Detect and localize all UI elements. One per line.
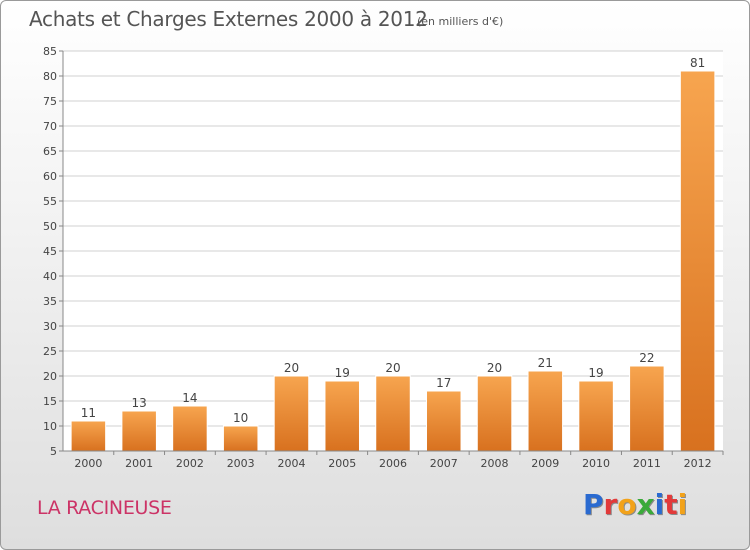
x-tick-label-2009: 2009 [531,457,559,470]
bar-2012 [679,70,716,452]
value-label-2007: 17 [436,376,451,390]
y-tick-label: 80 [43,70,57,83]
value-label-2004: 20 [284,361,299,375]
value-label-2005: 19 [335,366,350,380]
proxiti-logo: Proxiti [583,488,687,521]
value-label-2010: 19 [588,366,603,380]
axes [59,50,724,455]
logo-letter: x [636,488,655,521]
value-label-2000: 11 [81,406,96,420]
logo-letter: i [677,488,688,521]
bar-2001 [121,410,157,452]
value-label-2003: 10 [233,411,248,425]
chart-title: Achats et Charges Externes 2000 à 2012 [29,7,428,31]
x-tick-label-2005: 2005 [328,457,356,470]
logo-letter: i [654,488,665,521]
x-tick-label-2002: 2002 [176,457,204,470]
y-tick-label: 50 [43,220,57,233]
bar-2002 [172,405,208,452]
x-tick-label-2010: 2010 [582,457,610,470]
x-tick-label-2000: 2000 [74,457,102,470]
y-tick-label: 60 [43,170,57,183]
x-tick-label-2006: 2006 [379,457,407,470]
labels: 5 10 15 20 25 30 35 40 45 50 55 60 65 70 75 80 85 11 2000 1… [43,45,712,470]
y-tick-label: 85 [43,45,57,58]
y-tick-label: 15 [43,395,57,408]
y-tick-label: 30 [43,320,57,333]
value-label-2008: 20 [487,361,502,375]
value-label-2009: 21 [538,356,553,370]
x-tick-label-2007: 2007 [430,457,458,470]
value-label-2001: 13 [132,396,147,410]
y-tick-label: 25 [43,345,57,358]
chart-subtitle: (en milliers d'€) [417,15,504,28]
logo-letter: t [664,488,678,521]
bar-2007 [426,390,462,452]
bar-2004 [273,375,310,452]
value-label-2011: 22 [639,351,654,365]
y-tick-label: 45 [43,245,57,258]
y-tick-label: 35 [43,295,57,308]
x-tick-label-2011: 2011 [633,457,661,470]
y-tick-label: 65 [43,145,57,158]
logo-letter: P [583,488,604,521]
x-tick-label-2004: 2004 [277,457,305,470]
commune-name: LA RACINEUSE [37,497,172,519]
x-tick-label-2003: 2003 [227,457,255,470]
bar-2010 [578,380,614,452]
logo-letter: r [603,488,618,521]
value-label-2006: 20 [385,361,400,375]
x-tick-label-2001: 2001 [125,457,153,470]
value-label-2002: 14 [182,391,197,405]
bar-2008 [476,375,513,452]
x-tick-label-2012: 2012 [684,457,712,470]
y-tick-label: 10 [43,420,57,433]
bar-2009 [527,370,564,452]
bar-2005 [324,380,360,452]
y-tick-label: 20 [43,370,57,383]
value-label-2012: 81 [690,56,705,70]
bar-2011 [629,365,665,452]
y-tick-label: 40 [43,270,57,283]
bars [70,70,716,452]
bar-2006 [375,375,411,452]
logo-letter: o [617,488,637,521]
x-tick-label-2008: 2008 [481,457,509,470]
y-tick-label: 70 [43,120,57,133]
bar-2003 [222,425,259,452]
y-tick-label: 5 [50,445,57,458]
y-tick-label: 75 [43,95,57,108]
y-tick-label: 55 [43,195,57,208]
bar-2000 [70,420,107,452]
